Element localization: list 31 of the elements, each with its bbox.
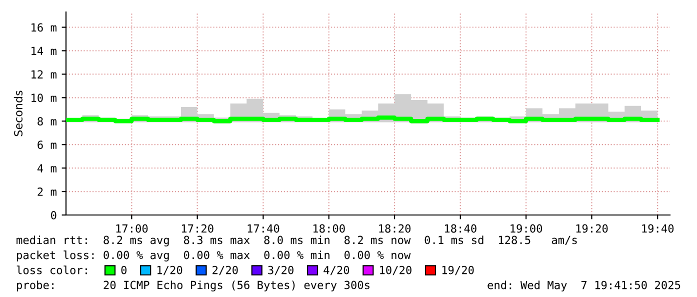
x-tick-label: 19:20	[576, 224, 608, 233]
y-tick-label: 4 m	[37, 164, 56, 172]
legend-label: 1/20	[157, 266, 182, 276]
y-tick-label: 12 m	[32, 70, 56, 78]
x-tick-label: 17:20	[182, 224, 214, 233]
text: loss color:	[16, 266, 87, 274]
x-tick-label: 18:20	[379, 224, 411, 233]
y-tick-label: 14 m	[32, 46, 56, 55]
x-tick-label: 19:40	[642, 224, 674, 233]
y-tick-label: 10 m	[32, 94, 56, 102]
y-tick-label: 2 m	[38, 188, 56, 196]
y-tick-label: 16 m	[32, 23, 56, 32]
y-tick-label: 8 m	[38, 117, 56, 126]
legend-label: 19/20	[442, 266, 474, 276]
legend-label: 4/20	[324, 266, 350, 276]
legend-label: 0	[121, 266, 127, 274]
legend-label: 10/20	[380, 266, 412, 276]
x-tick-label: 17:40	[248, 224, 280, 233]
y-tick-label: 6 m	[38, 140, 56, 150]
x-tick-label: 18:40	[444, 224, 476, 233]
text: end: Wed May 7 19:41:50 2025	[488, 280, 680, 292]
y-axis-title: Seconds	[14, 90, 23, 136]
legend-label: 2/20	[212, 266, 238, 276]
y-tick-label: 0	[51, 211, 56, 220]
x-tick-label: 17:00	[116, 224, 148, 233]
legend-label: 3/20	[268, 266, 294, 276]
text: probe: 20 ICMP Echo Pings (56 Bytes) every 300s	[17, 280, 370, 292]
text: median rtt: 8.2 ms avg 8.3 ms max 8.0 ms min 8.2 ms now 0.1 ms sd 128.5 am/s	[16, 236, 577, 246]
text: packet loss: 0.00 % avg 0.00 % max 0.00 % min 0.00 % now	[17, 250, 411, 262]
x-tick-label: 18:00	[313, 224, 345, 233]
x-tick-label: 19:00	[510, 224, 542, 233]
